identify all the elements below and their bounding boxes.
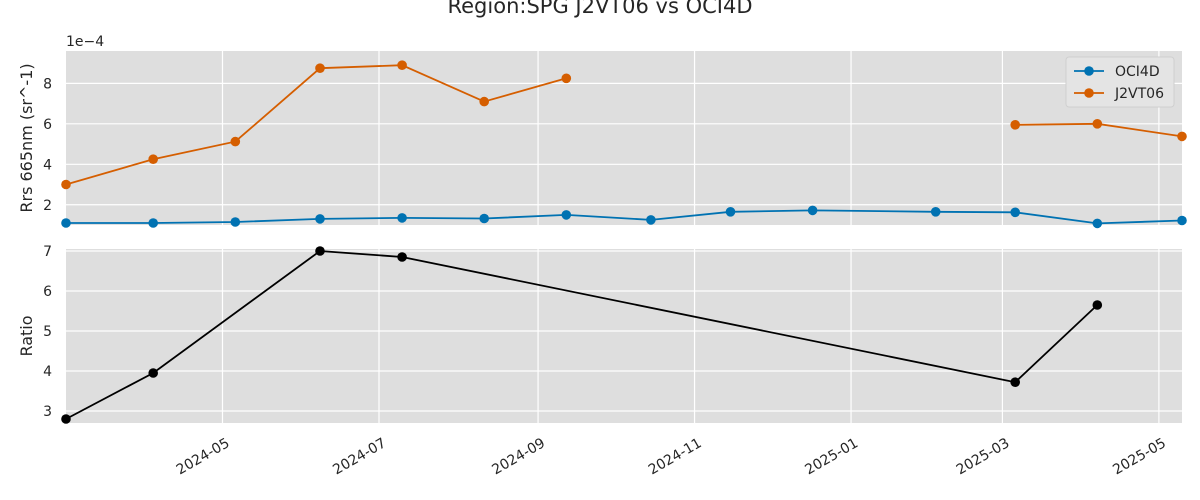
ratio-data-point xyxy=(61,414,71,424)
legend-swatch-marker xyxy=(1084,88,1094,98)
rrs-data-point xyxy=(61,179,71,190)
rrs-data-point xyxy=(1177,215,1187,226)
rrs-data-point xyxy=(397,60,407,70)
ratio-y-tick-label: 4 xyxy=(43,364,52,380)
rrs-data-point xyxy=(315,63,325,73)
legend-label: OCI4D xyxy=(1115,64,1160,80)
rrs-data-point xyxy=(479,96,490,107)
rrs-data-point xyxy=(148,154,158,164)
x-tick-label: 2024-09 xyxy=(489,435,548,478)
rrs-y-tick-label: 4 xyxy=(43,157,52,173)
rrs-data-point xyxy=(1010,120,1020,130)
rrs-data-point xyxy=(930,207,941,217)
rrs-y-tick-label: 8 xyxy=(43,76,52,92)
ratio-y-axis-label: Ratio xyxy=(17,315,36,356)
ratio-series-line xyxy=(65,250,1098,420)
x-tick-label: 2024-07 xyxy=(330,435,389,478)
rrs-data-point xyxy=(61,218,71,228)
legend-swatch-marker xyxy=(1084,66,1094,76)
rrs-data-point xyxy=(479,213,490,224)
ratio-data-point xyxy=(397,252,407,262)
ratio-data-point xyxy=(1010,377,1020,388)
rrs-data-point xyxy=(725,207,736,217)
rrs-data-point xyxy=(397,213,407,223)
rrs-y-tick-label: 6 xyxy=(43,117,52,133)
rrs-data-point xyxy=(148,218,158,228)
rrs-data-point xyxy=(315,214,325,224)
rrs-data-point xyxy=(230,217,241,227)
rrs-data-point xyxy=(1177,131,1187,142)
ratio-y-tick-label: 5 xyxy=(43,324,52,340)
x-tick-label: 2025-01 xyxy=(802,435,861,478)
rrs-data-point xyxy=(561,73,572,84)
x-tick-label: 2025-05 xyxy=(1110,435,1169,478)
ratio-data-point xyxy=(315,246,325,256)
ratio-y-tick-label: 3 xyxy=(43,404,52,420)
rrs-data-point xyxy=(1092,119,1103,129)
ratio-data-point xyxy=(148,368,158,378)
x-tick-label: 2024-05 xyxy=(174,435,233,478)
chart-title: Region:SPG J2VT06 vs OCI4D xyxy=(447,0,753,18)
rrs-series-line xyxy=(66,209,1183,225)
x-tick-label: 2025-03 xyxy=(954,435,1013,478)
rrs-data-point xyxy=(646,215,656,225)
legend-label: J2VT06 xyxy=(1114,86,1164,102)
rrs-data-point xyxy=(230,136,241,147)
rrs-y-tick-label: 2 xyxy=(43,198,52,214)
rrs-data-point xyxy=(807,205,818,216)
rrs-data-point xyxy=(1092,218,1103,229)
rrs-offset-label: 1e−4 xyxy=(66,34,104,50)
ratio-panel-background xyxy=(66,249,1182,423)
rrs-data-point xyxy=(1010,207,1020,218)
ratio-data-point xyxy=(1092,300,1103,310)
ratio-y-tick-label: 7 xyxy=(43,244,52,260)
rrs-data-point xyxy=(561,210,572,220)
rrs-y-axis-label: Rrs 665nm (sr^-1) xyxy=(17,63,36,212)
ratio-y-tick-label: 6 xyxy=(43,284,52,300)
x-tick-label: 2024-11 xyxy=(646,435,705,478)
rrs-panel-background xyxy=(66,51,1182,225)
